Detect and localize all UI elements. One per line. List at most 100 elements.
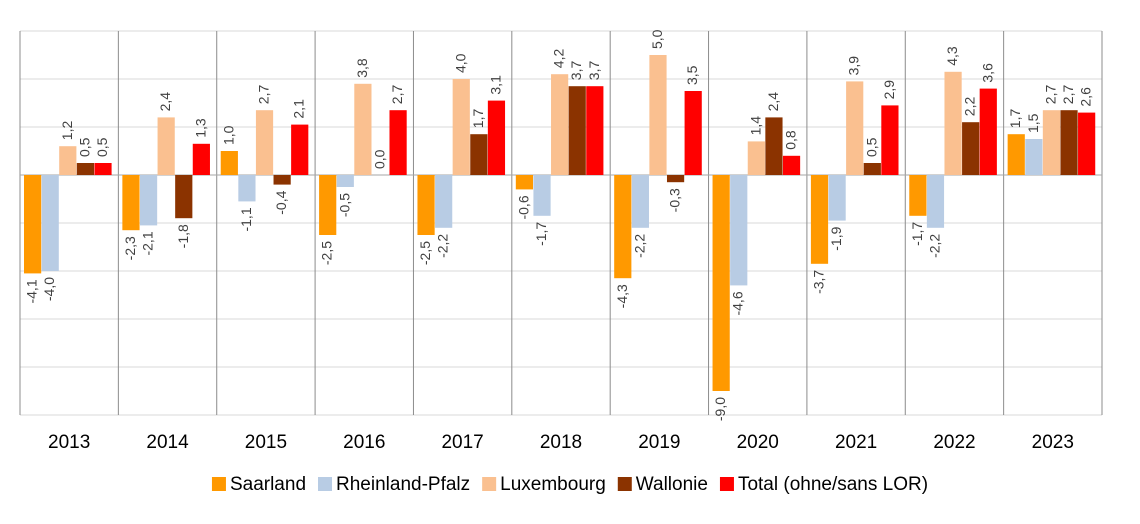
- bar: [94, 163, 112, 175]
- legend-label: Wallonie: [636, 474, 708, 495]
- legend-item: Luxembourg: [482, 474, 606, 495]
- data-label: -1,8: [175, 224, 191, 248]
- data-label: -0,5: [336, 193, 352, 217]
- bar: [487, 100, 506, 175]
- data-label: -2,2: [631, 234, 647, 258]
- bar: [551, 74, 569, 175]
- data-label: 3,1: [487, 75, 503, 95]
- bar: [1042, 110, 1061, 175]
- data-label: -1,7: [909, 222, 925, 246]
- data-label: -3,7: [811, 270, 827, 294]
- legend-swatch: [482, 477, 497, 491]
- bar: [666, 175, 685, 183]
- data-label: -0,3: [667, 188, 683, 212]
- bar: [533, 175, 551, 216]
- bar: [336, 175, 354, 187]
- data-label: -9,0: [712, 397, 728, 421]
- bar: [1078, 112, 1096, 175]
- data-label: 2,2: [962, 97, 978, 117]
- bar: [192, 143, 210, 175]
- bar: [810, 175, 829, 264]
- bar: [157, 117, 175, 175]
- bar: [470, 134, 488, 175]
- bar: [684, 91, 702, 175]
- data-label: 4,0: [452, 53, 468, 73]
- data-label: 2,7: [256, 85, 272, 105]
- bar: [24, 175, 42, 274]
- data-label: 2,7: [389, 85, 405, 105]
- data-label: 2,4: [157, 92, 173, 112]
- bar: [389, 110, 407, 175]
- bar: [417, 175, 435, 235]
- data-label: 4,3: [944, 46, 960, 66]
- data-label: -2,3: [122, 236, 138, 260]
- data-label: 1,2: [59, 121, 75, 141]
- bar: [782, 155, 801, 175]
- bar: [881, 105, 899, 175]
- bar: [41, 175, 59, 271]
- data-label: 1,3: [192, 118, 208, 138]
- x-tick-label: 2022: [933, 432, 975, 453]
- data-label: -2,1: [140, 231, 156, 255]
- bar: [631, 175, 649, 228]
- x-tick-label: 2020: [737, 432, 779, 453]
- data-label: 3,7: [586, 61, 602, 81]
- data-label: 1,7: [470, 109, 486, 129]
- bar: [273, 175, 291, 185]
- bar: [649, 55, 667, 175]
- bar: [586, 86, 604, 175]
- legend-label: Total (ohne/sans LOR): [738, 474, 928, 495]
- data-label: 2,7: [1060, 85, 1076, 105]
- x-tick-label: 2023: [1032, 432, 1074, 453]
- bar: [944, 71, 962, 175]
- data-label: 2,6: [1078, 87, 1094, 107]
- legend-label: Saarland: [230, 474, 306, 495]
- bar: [1025, 139, 1043, 175]
- bar: [76, 163, 94, 175]
- data-label: -2,2: [435, 234, 451, 258]
- legend-item: Wallonie: [617, 474, 708, 495]
- bar: [435, 175, 453, 228]
- legend-label: Rheinland-Pfalz: [336, 474, 470, 495]
- x-tick-label: 2019: [638, 432, 680, 453]
- data-label: 0,0: [371, 149, 387, 169]
- bar: [59, 146, 77, 175]
- data-label: 1,7: [1007, 109, 1023, 129]
- legend-swatch: [719, 477, 734, 491]
- bar: [220, 151, 238, 175]
- x-tick-label: 2013: [48, 432, 90, 453]
- data-labels: -4,1 -4,01,20,5 0,5-2,3 -2,12,4-1,81,3 1,0-1…: [24, 29, 1094, 421]
- legend-swatch: [318, 477, 333, 491]
- bar: [452, 79, 470, 175]
- data-label: 4,2: [551, 49, 567, 69]
- data-label: 5,0: [649, 29, 665, 49]
- data-label: -2,5: [417, 241, 433, 265]
- bar: [515, 175, 534, 190]
- legend-item: Total (ohne/sans LOR): [719, 474, 928, 495]
- legend-swatch: [211, 477, 226, 491]
- bar: [291, 124, 309, 175]
- data-label: 2,1: [291, 99, 307, 119]
- bar: [747, 141, 765, 175]
- data-label: 1,0: [220, 125, 236, 145]
- bar: [1007, 134, 1025, 175]
- legend-item: Saarland: [211, 474, 306, 495]
- data-label: -1,7: [533, 222, 549, 246]
- bar: [909, 175, 927, 216]
- data-label: 2,7: [1042, 85, 1058, 105]
- legend: Saarland Rheinland-Pfalz Luxembourg Walloni…: [211, 474, 928, 495]
- legend-item: Rheinland-Pfalz: [318, 474, 470, 495]
- bar: [255, 110, 274, 175]
- legend-label: Luxembourg: [500, 474, 606, 495]
- legend-swatch: [617, 477, 632, 491]
- bar: [765, 117, 783, 175]
- bar: [979, 88, 997, 175]
- data-label: 3,7: [568, 61, 584, 81]
- data-label: 3,5: [684, 65, 700, 85]
- data-label: 1,5: [1025, 113, 1041, 133]
- data-label: 2,9: [881, 80, 897, 100]
- bar: [614, 175, 632, 279]
- data-label: 3,6: [979, 63, 995, 83]
- bar: [319, 175, 337, 235]
- x-tick-label: 2014: [146, 432, 189, 453]
